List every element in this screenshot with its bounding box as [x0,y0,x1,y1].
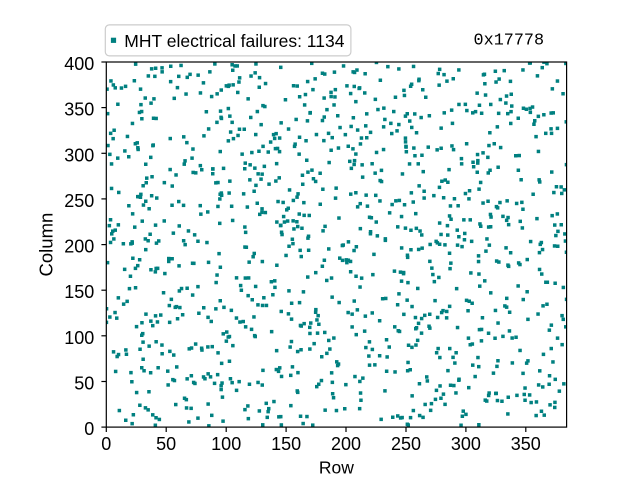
svg-text:Column: Column [35,213,56,277]
svg-text:0: 0 [84,419,94,439]
svg-text:50: 50 [74,374,94,394]
svg-text:400: 400 [64,54,94,74]
svg-text:350: 350 [64,100,94,120]
svg-text:150: 150 [64,282,94,302]
svg-text:MHT electrical failures: 1134: MHT electrical failures: 1134 [124,31,344,51]
svg-text:100: 100 [211,434,241,454]
svg-text:0: 0 [101,434,111,454]
svg-text:50: 50 [156,434,176,454]
svg-text:0x17778: 0x17778 [474,32,545,51]
svg-text:150: 150 [271,434,301,454]
svg-text:300: 300 [451,434,481,454]
svg-text:200: 200 [64,237,94,257]
svg-text:250: 250 [64,191,94,211]
svg-text:300: 300 [64,145,94,165]
svg-text:250: 250 [391,434,421,454]
svg-text:350: 350 [511,434,541,454]
svg-text:100: 100 [64,328,94,348]
svg-text:200: 200 [331,434,361,454]
svg-text:Row: Row [319,458,354,478]
